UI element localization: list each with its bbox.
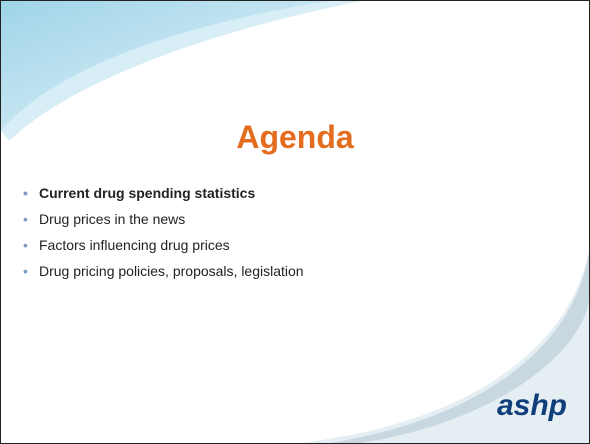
slide-title: Agenda bbox=[236, 119, 354, 155]
bullet: Current drug spending statistics bbox=[23, 185, 304, 201]
logo: ashp bbox=[496, 389, 567, 422]
bullet-list: Current drug spending statistics Drug pr… bbox=[23, 185, 304, 289]
bullet: Factors influencing drug prices bbox=[23, 237, 304, 253]
bullet: Drug pricing policies, proposals, legisl… bbox=[23, 263, 304, 279]
bullet: Drug prices in the news bbox=[23, 211, 304, 227]
